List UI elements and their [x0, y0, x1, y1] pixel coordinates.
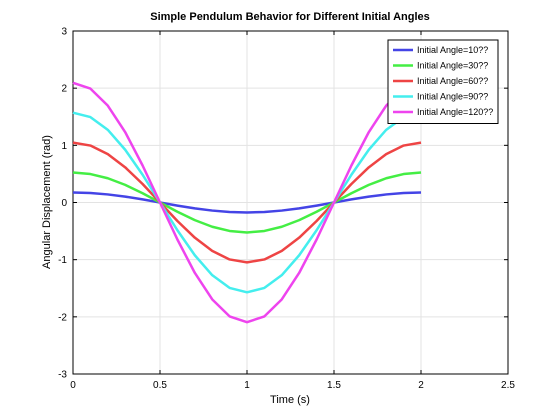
legend-entry: Initial Angle=60?? — [417, 76, 488, 86]
x-axis-label: Time (s) — [270, 394, 310, 406]
y-tick-label: 3 — [61, 27, 67, 38]
y-tick-label: 2 — [61, 84, 67, 95]
y-axis-label: Angular Displacement (rad) — [41, 135, 53, 269]
x-tick-label: 0 — [70, 380, 76, 391]
y-tick-label: 0 — [61, 198, 67, 209]
y-tick-label: -2 — [58, 312, 67, 323]
x-tick-label: 1.5 — [327, 380, 341, 391]
series-line — [72, 141, 422, 264]
y-tick-label: -3 — [58, 370, 67, 381]
legend-entry: Initial Angle=120?? — [417, 107, 493, 117]
chart-title: Simple Pendulum Behavior for Different I… — [150, 11, 430, 23]
legend-entry: Initial Angle=90?? — [417, 92, 488, 102]
series-line — [72, 171, 422, 234]
y-tick-label: -1 — [58, 255, 67, 266]
series-line — [72, 81, 422, 324]
series-lines — [72, 81, 422, 324]
axis-ticks: 0 0.5 1 1.5 2 2.5 -3 -2 -1 0 1 2 3 — [58, 27, 515, 392]
legend-entry: Initial Angle=30?? — [417, 61, 488, 71]
series-line — [72, 111, 422, 294]
x-tick-label: 1 — [244, 380, 250, 391]
y-tick-label: 1 — [61, 141, 67, 152]
x-tick-label: 2 — [418, 380, 424, 391]
legend: Initial Angle=10?? Initial Angle=30?? Init… — [387, 39, 499, 124]
legend-entry: Initial Angle=10?? — [417, 45, 488, 55]
x-tick-label: 2.5 — [501, 380, 515, 391]
x-tick-label: 0.5 — [153, 380, 167, 391]
series-line — [72, 191, 422, 214]
